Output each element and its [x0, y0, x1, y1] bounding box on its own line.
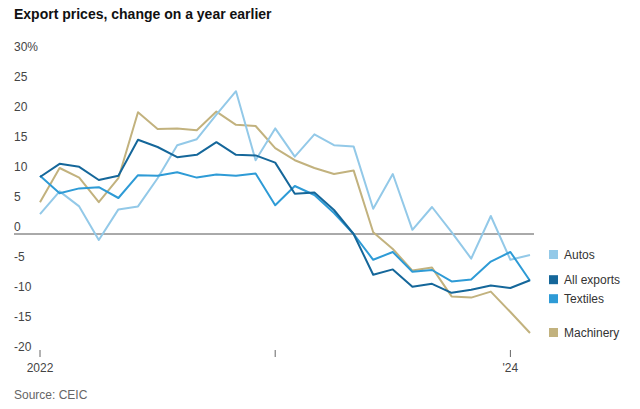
x-tick — [510, 350, 511, 357]
legend-swatch — [549, 275, 558, 284]
legend-label: Textiles — [564, 292, 604, 306]
x-tick-label: '24 — [503, 361, 519, 375]
legend-swatch — [549, 294, 558, 303]
y-tick-label: 0 — [14, 220, 21, 234]
series-line — [40, 140, 530, 293]
legend-label: All exports — [564, 273, 620, 287]
legend-label: Autos — [564, 248, 595, 262]
legend-label: Machinery — [564, 326, 619, 340]
title: Export prices, change on a year earlier — [14, 6, 272, 22]
y-tick-label: 25 — [14, 70, 28, 84]
y-tick-label: -15 — [14, 310, 32, 324]
y-tick-label: 30% — [14, 40, 38, 54]
lines — [40, 91, 530, 333]
series-line — [40, 112, 530, 333]
source: Source: CEIC — [14, 388, 88, 402]
x-tick-label: 2022 — [27, 361, 54, 375]
y-tick-label: -5 — [14, 250, 25, 264]
y-tick-label: 10 — [14, 160, 28, 174]
legend-swatch — [549, 250, 558, 259]
x-tick — [40, 350, 41, 357]
y-tick-label: -20 — [14, 340, 32, 354]
zero-line — [14, 234, 534, 235]
series-line — [40, 172, 530, 281]
y-tick-label: -10 — [14, 280, 32, 294]
y-tick-label: 15 — [14, 130, 28, 144]
legend-swatch — [549, 328, 558, 337]
series-line — [40, 91, 530, 260]
x-tick — [275, 350, 276, 357]
chart: Export prices, change on a year earlier -… — [0, 0, 640, 409]
y-tick-label: 20 — [14, 100, 28, 114]
legend: Autos All exports Textiles Machinery — [549, 248, 620, 340]
y-tick-label: 5 — [14, 190, 21, 204]
